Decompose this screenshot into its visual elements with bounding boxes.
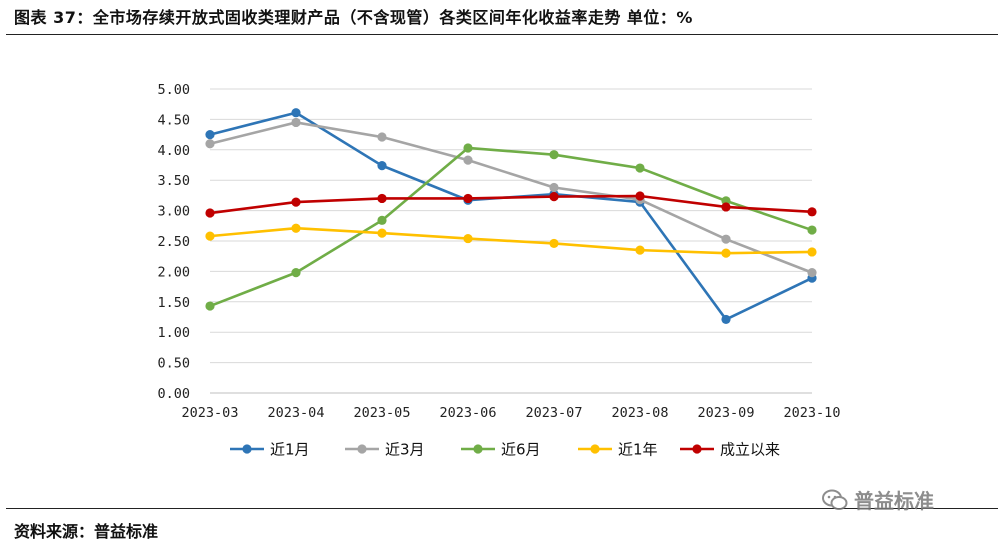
series-4	[205, 223, 817, 258]
legend-label: 近3月	[385, 441, 425, 459]
series-line	[209, 194, 813, 215]
data-point	[291, 268, 301, 278]
y-tick-label: 1.50	[157, 295, 190, 311]
legend-item: 近1月	[230, 441, 310, 459]
series-3	[205, 143, 817, 311]
axes: 0.00 0.50 1.00 1.50 2.00 2.50 3.00 3.50 4.00 4.50…	[157, 82, 840, 421]
x-tick-label: 2023-04	[268, 405, 325, 421]
series-line	[209, 226, 813, 255]
data-point	[549, 182, 559, 193]
data-point	[549, 238, 559, 249]
y-tick-label: 3.00	[157, 204, 190, 220]
data-point	[463, 193, 473, 204]
y-tick-label: 5.00	[157, 82, 190, 98]
x-tick-label: 2023-06	[440, 405, 497, 421]
legend-swatch-marker	[692, 444, 702, 454]
series-2	[205, 117, 817, 278]
x-tick-label: 2023-10	[784, 405, 841, 421]
source-note: 资料来源：普益标准	[14, 522, 159, 541]
data-point	[291, 117, 301, 128]
data-point	[721, 234, 731, 244]
legend-label: 近1年	[618, 441, 658, 459]
data-point	[377, 228, 387, 238]
legend-label: 近1月	[270, 441, 310, 459]
series-line	[209, 146, 813, 308]
chart-title: 图表 37：全市场存续开放式固收类理财产品（不含现管）各类区间年化收益率走势 单…	[14, 8, 693, 27]
data-point	[377, 161, 387, 171]
data-point	[807, 247, 817, 257]
data-point	[635, 191, 645, 201]
x-tick-label: 2023-03	[182, 405, 239, 421]
data-point	[377, 193, 387, 204]
data-point	[635, 245, 645, 255]
legend-label: 成立以来	[720, 441, 780, 459]
data-point	[463, 233, 473, 244]
data-point	[721, 202, 731, 212]
legend-swatch-marker	[473, 444, 483, 454]
data-point	[721, 248, 731, 258]
data-point	[807, 225, 817, 235]
data-point	[205, 130, 215, 140]
data-point	[463, 143, 473, 153]
data-point	[549, 150, 559, 160]
legend-item: 近6月	[461, 441, 541, 459]
data-point	[205, 139, 215, 149]
legend-item: 近3月	[345, 441, 425, 459]
y-tick-label: 3.50	[157, 173, 190, 189]
legend-swatch-marker	[242, 444, 252, 454]
data-point	[721, 314, 731, 325]
data-point	[635, 163, 645, 173]
top-divider	[6, 34, 998, 35]
data-point	[807, 268, 817, 278]
y-tick-label: 1.00	[157, 325, 190, 341]
wechat-icon	[822, 489, 848, 510]
data-point	[205, 208, 215, 218]
x-tick-label: 2023-09	[698, 405, 755, 421]
data-point	[549, 192, 559, 202]
legend-swatch-marker	[357, 444, 367, 454]
data-point	[377, 132, 387, 142]
y-tick-label: 4.00	[157, 143, 190, 159]
data-point	[291, 223, 301, 233]
y-tick-label: 2.00	[157, 264, 190, 280]
data-point	[205, 301, 215, 311]
y-tick-label: 0.50	[157, 356, 190, 372]
data-point	[291, 108, 301, 118]
legend-swatch-marker	[590, 444, 600, 454]
data-point	[205, 231, 215, 241]
watermark-text: 普益标准	[854, 489, 934, 513]
bottom-divider	[6, 508, 998, 509]
y-tick-label: 4.50	[157, 112, 190, 128]
x-tick-label: 2023-05	[354, 405, 411, 421]
watermark: 普益标准	[822, 485, 934, 514]
x-tick-label: 2023-07	[526, 405, 583, 421]
data-point	[463, 155, 473, 165]
series-5	[205, 191, 817, 218]
series-line	[209, 121, 813, 274]
y-tick-label: 2.50	[157, 234, 190, 250]
series-1	[205, 108, 817, 325]
series-line	[209, 111, 813, 321]
data-point	[807, 207, 817, 217]
legend-item: 近1年	[578, 441, 658, 459]
x-tick-label: 2023-08	[612, 405, 669, 421]
data-point	[291, 197, 301, 207]
y-tick-label: 0.00	[157, 386, 190, 402]
grid-lines	[210, 88, 812, 364]
legend-label: 近6月	[501, 441, 541, 459]
legend-item: 成立以来	[680, 441, 780, 459]
data-point	[377, 215, 387, 225]
legend: 近1月 近3月 近6月 近1年 成立以来	[230, 441, 780, 459]
series-lines	[205, 108, 817, 325]
